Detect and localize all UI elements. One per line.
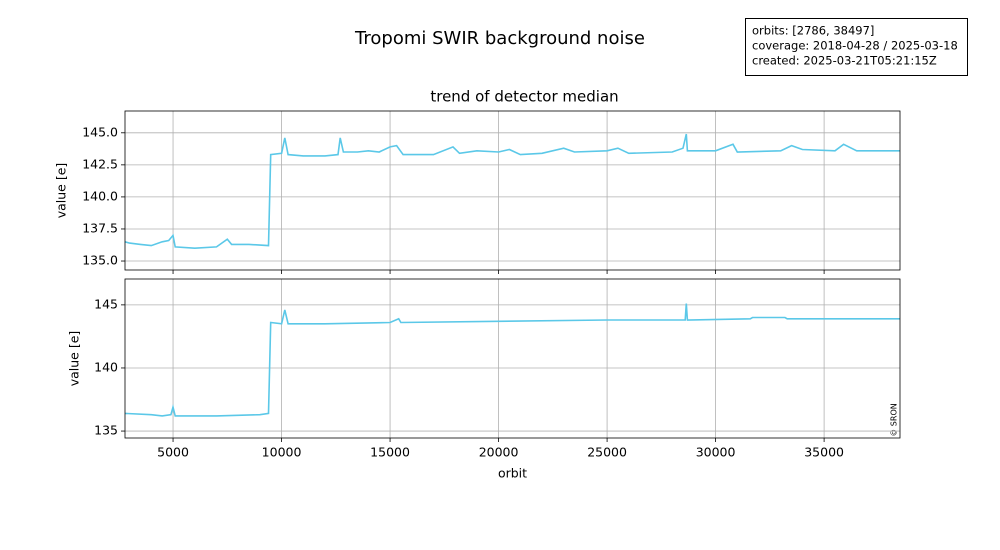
- axes-frame: [124, 110, 901, 271]
- y-axis-label: value [e]: [67, 331, 82, 387]
- y-tick-label: 135.0: [82, 253, 118, 268]
- x-tick-label: 35000: [804, 445, 844, 460]
- data-line: [124, 303, 900, 417]
- x-axis-label: orbit: [498, 466, 527, 481]
- figure-title: Tropomi SWIR background noise: [354, 28, 645, 49]
- x-tick-label: 30000: [696, 445, 736, 460]
- x-tick-label: 15000: [370, 445, 410, 460]
- y-tick-label: 140: [94, 359, 118, 374]
- panel-title: trend of detector median: [430, 88, 618, 106]
- y-tick-label: 140.0: [82, 188, 118, 203]
- y-axis-label: value [e]: [54, 163, 69, 219]
- y-tick-label: 142.5: [82, 156, 118, 171]
- y-tick-label: 145.0: [82, 124, 118, 139]
- axes-frame: [124, 278, 901, 439]
- data-line: [124, 133, 900, 250]
- info-line: created: 2025-03-21T05:21:15Z: [752, 54, 937, 68]
- info-line: orbits: [2786, 38497]: [752, 24, 874, 38]
- info-box: [745, 18, 968, 76]
- info-line: coverage: 2018-04-28 / 2025-03-18: [752, 39, 958, 53]
- y-tick-label: 145: [94, 296, 118, 311]
- x-tick-label: 20000: [479, 445, 519, 460]
- credit: © SRON: [890, 403, 899, 436]
- x-tick-label: 25000: [587, 445, 627, 460]
- y-tick-label: 135: [94, 423, 118, 438]
- y-tick-label: 137.5: [82, 220, 118, 235]
- x-tick-label: 5000: [157, 445, 189, 460]
- x-tick-label: 10000: [262, 445, 302, 460]
